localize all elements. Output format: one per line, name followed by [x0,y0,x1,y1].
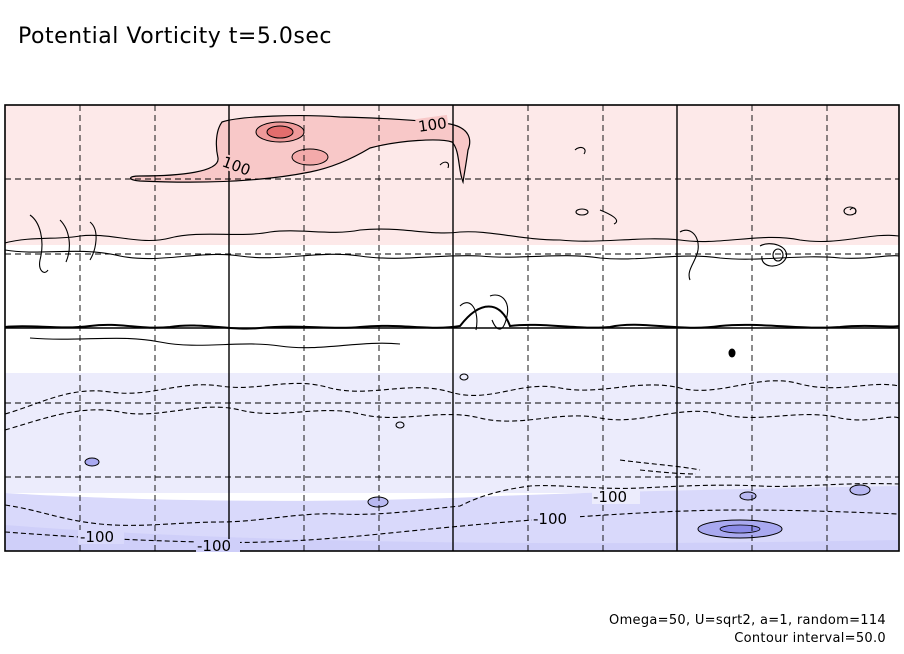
grid [4,104,900,552]
contour-neg-50a [5,380,899,415]
contour-label-neg-a: -100 [80,528,114,546]
footer-contour-interval: Contour interval=50.0 [734,631,886,646]
contour-swirls-right [679,229,787,281]
dashed-contours [5,380,899,544]
grid-solid [5,105,899,551]
contour-eddy-b [843,206,857,216]
plot-frame [4,104,900,552]
neutral-band-upper [5,245,899,373]
vortex-core-inner [266,125,294,139]
contour-neg-100a [5,483,899,526]
contour-eddy-e [459,373,469,381]
contour-neg-100b [5,509,899,544]
negative-eddy-2 [367,496,389,508]
contour-eddy-f [395,421,405,429]
contour-eddy-a [575,208,589,216]
contour-eddy-c [772,248,784,262]
negative-band [5,373,899,493]
contour-neg-detail [619,459,701,475]
contour-50-pos [5,228,899,244]
negative-eddy-3 [739,491,757,501]
contour-neg-50b [5,406,899,431]
contour-lower-wave [29,337,401,349]
contour-small-positive [439,146,857,225]
contour-label-neg-b: -100 [197,537,231,555]
vortex-secondary [291,148,329,166]
plot-title: Potential Vorticity t=5.0sec [18,24,332,49]
footer-parameters: Omega=50, U=sqrt2, a=1, random=114 [609,613,886,628]
contour-plume [459,294,508,331]
contour-30-pos [5,249,899,260]
contour-label-neg-c: -100 [533,510,567,528]
negative-core-inner [719,524,761,534]
negative-eddy-4 [849,484,871,496]
negative-eddy-1 [84,457,100,467]
contour-swirls-left [29,214,97,273]
contour-label-100-a: 100 [417,114,448,136]
contour-label-neg-d: -100 [593,488,627,506]
contour-eddy-d [728,348,736,358]
